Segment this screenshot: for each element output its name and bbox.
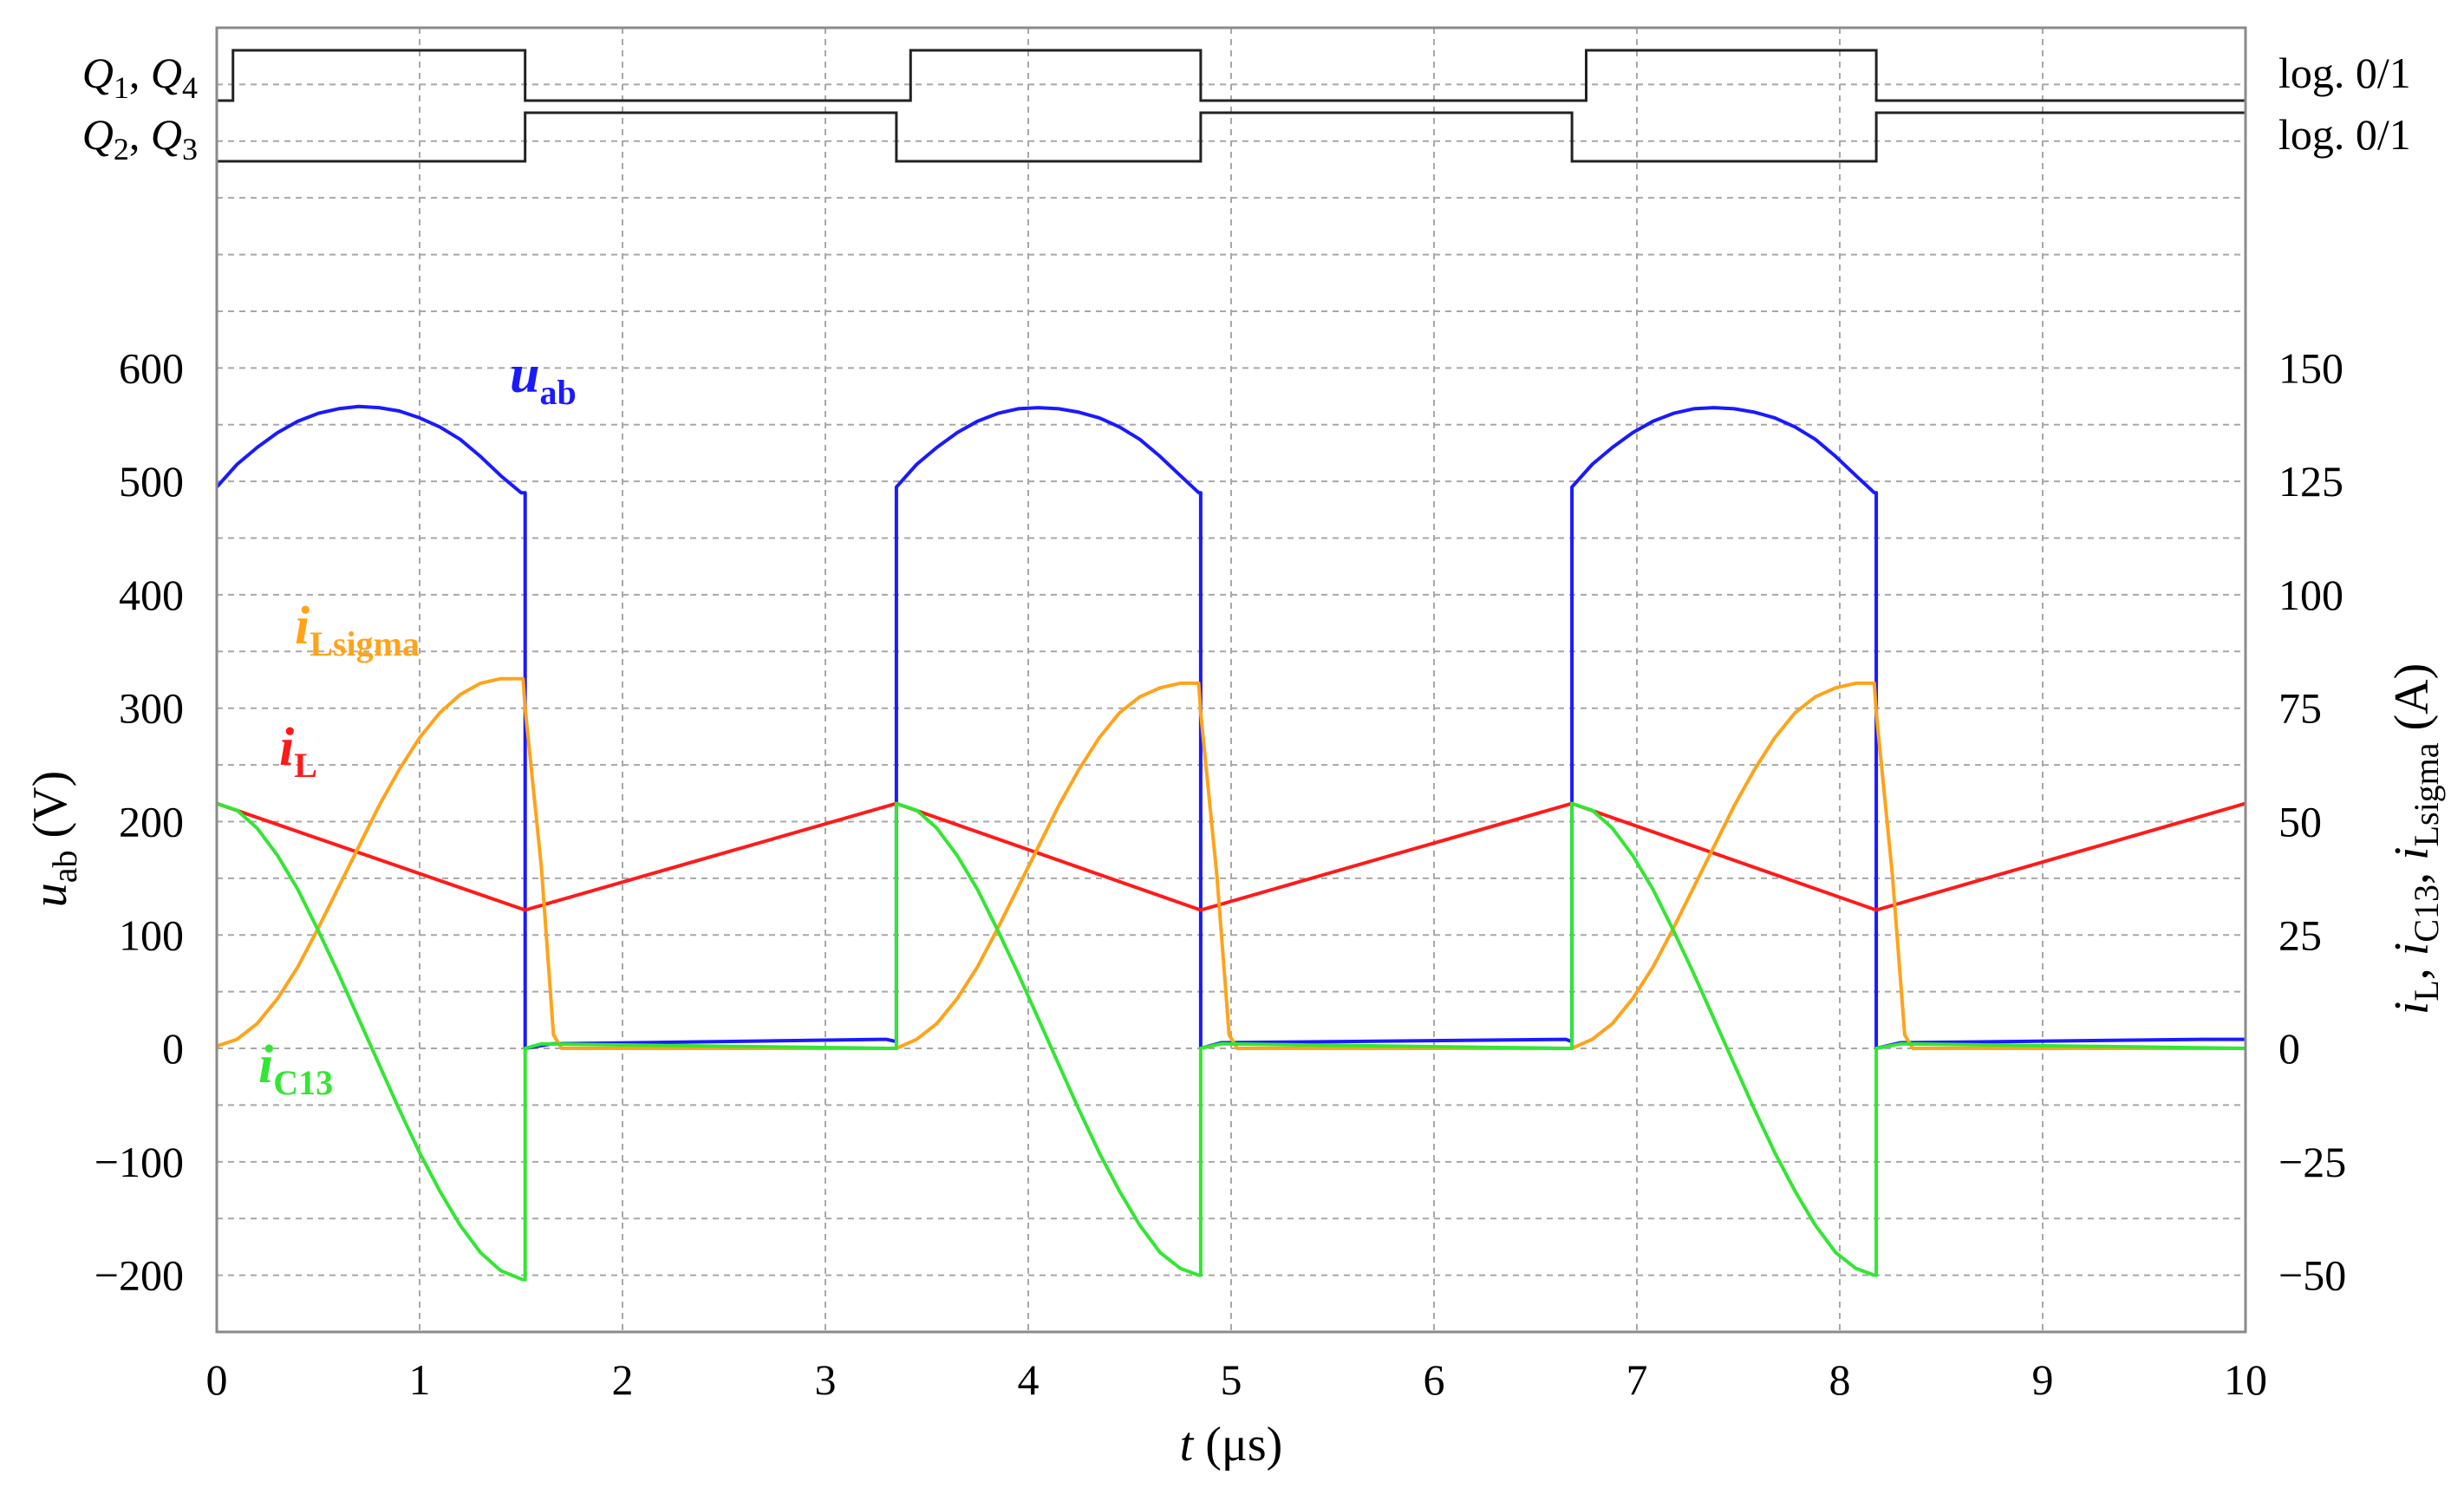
gate-signal-label-1: Q1, Q4 — [82, 49, 198, 105]
y-left-tick-label: 100 — [119, 910, 184, 959]
x-tick-label: 1 — [409, 1355, 431, 1404]
x-axis-title-var: t — [1180, 1418, 1195, 1472]
x-tick-label: 0 — [206, 1355, 228, 1404]
y-right-axis-title-var: i — [2385, 943, 2439, 956]
gate-signal-right-label-1: log. 0/1 — [2278, 49, 2411, 97]
y-right-tick-label: 100 — [2278, 571, 2343, 619]
gate-signal-label-1-sub: 4 — [182, 70, 198, 105]
x-axis-title: t (μs) — [1180, 1418, 1283, 1472]
y-left-tick-label: −100 — [95, 1138, 184, 1186]
series-label-var: i — [295, 597, 310, 656]
y-right-axis-title-unit: (A) — [2385, 663, 2439, 731]
x-tick-label: 9 — [2032, 1355, 2054, 1404]
series-label-sub: C13 — [273, 1063, 333, 1102]
series-line-ab — [215, 404, 2246, 1050]
series-label-sub: Lsigma — [310, 624, 420, 663]
gate-signal-label-2-sub: 2 — [114, 132, 129, 166]
y-right-tick-label: 75 — [2278, 684, 2322, 733]
y-left-tick-label: −200 — [95, 1251, 184, 1300]
gate-signal-right-label-2: log. 0/1 — [2278, 110, 2411, 159]
y-right-tick-label: 25 — [2278, 910, 2322, 959]
y-right-axis-title-sub: L — [2407, 980, 2446, 1001]
gate-signal-label-2-var: Q — [82, 110, 114, 159]
axis-and-series-labels: t (μs)uab (V)iL, iC13, iLsigma (A)Q1, Q4… — [23, 49, 2446, 1472]
gate-signals — [217, 49, 2246, 163]
y-left-axis-title-var: u — [23, 883, 77, 907]
gate-signal-label-2-var: Q — [151, 110, 182, 159]
gate-signal-label-1-sep: , — [129, 49, 151, 97]
x-tick-label: 6 — [1424, 1355, 1445, 1404]
series-label-var: i — [258, 1035, 273, 1094]
y-left-tick-label: 400 — [119, 571, 184, 619]
gate-signal-label-1-var: Q — [151, 49, 182, 97]
gate-signal-trace-1 — [217, 49, 2246, 102]
y-left-tick-label: 200 — [119, 797, 184, 845]
y-left-axis-title-sep — [23, 838, 77, 850]
y-right-axis-title-sub: C13 — [2407, 884, 2446, 943]
y-right-axis-title-sep: , — [2385, 860, 2439, 884]
x-axis-title-unit: (μs) — [1193, 1418, 1282, 1472]
y-left-tick-label: 0 — [162, 1024, 184, 1073]
y-right-axis-title: iL, iC13, iLsigma (A) — [2385, 663, 2446, 1015]
series-line-l — [216, 801, 2246, 912]
y-right-tick-label: 0 — [2278, 1024, 2300, 1073]
y-left-tick-label: 300 — [119, 684, 184, 733]
y-left-tick-label: 600 — [119, 343, 184, 392]
x-tick-label: 10 — [2224, 1355, 2267, 1404]
y-left-axis-title: uab (V) — [23, 771, 84, 908]
x-tick-label: 8 — [1829, 1355, 1851, 1404]
series-label-var: i — [279, 718, 294, 777]
x-tick-label: 5 — [1221, 1355, 1242, 1404]
gate-signal-label-1-sub: 1 — [114, 70, 129, 105]
series-label-sub: ab — [539, 373, 576, 412]
series-label-lsigma: iLsigma — [295, 597, 420, 663]
series-label-l: iL — [279, 718, 317, 785]
x-tick-label: 7 — [1626, 1355, 1648, 1404]
series-label-ab: uab — [510, 345, 577, 412]
plot-frame — [215, 26, 2247, 1334]
y-right-tick-label: 125 — [2278, 457, 2343, 506]
y-right-axis-title-sep — [2385, 730, 2439, 742]
y-right-axis-title-sep: , — [2385, 956, 2439, 980]
gate-signal-label-2: Q2, Q3 — [82, 110, 198, 166]
series-line-c13 — [216, 801, 2246, 1282]
y-right-axis-title-var: i — [2385, 1002, 2439, 1015]
y-right-tick-label: −25 — [2278, 1138, 2346, 1186]
y-right-tick-label: −50 — [2278, 1251, 2346, 1300]
x-tick-label: 4 — [1018, 1355, 1040, 1404]
y-right-axis-title-var: i — [2385, 846, 2439, 860]
series-label-var: u — [510, 345, 539, 404]
series-line-lsigma — [216, 676, 2246, 1050]
y-left-axis-title-unit: (V) — [23, 771, 77, 839]
y-right-tick-label: 150 — [2278, 343, 2343, 392]
x-tick-label: 2 — [612, 1355, 634, 1404]
x-tick-label: 3 — [815, 1355, 837, 1404]
gate-signal-trace-2 — [217, 111, 2246, 163]
y-right-tick-label: 50 — [2278, 797, 2322, 845]
y-left-tick-label: 500 — [119, 457, 184, 506]
plot-border — [215, 26, 2247, 1334]
y-right-axis-title-sub: Lsigma — [2407, 742, 2446, 846]
series-lines — [215, 404, 2246, 1282]
gate-signal-label-1-var: Q — [82, 49, 114, 97]
gate-signal-label-2-sep: , — [129, 110, 151, 159]
series-label-c13: iC13 — [258, 1035, 333, 1102]
series-label-sub: L — [294, 746, 317, 785]
gate-signal-label-2-sub: 3 — [182, 132, 198, 166]
grid-lines — [217, 28, 2246, 1332]
tick-labels: 0 1 2 3 4 5 6 7 8 9 10−200−1000100200300400500600−… — [95, 343, 2346, 1404]
y-left-axis-title-sub: ab — [45, 850, 84, 883]
